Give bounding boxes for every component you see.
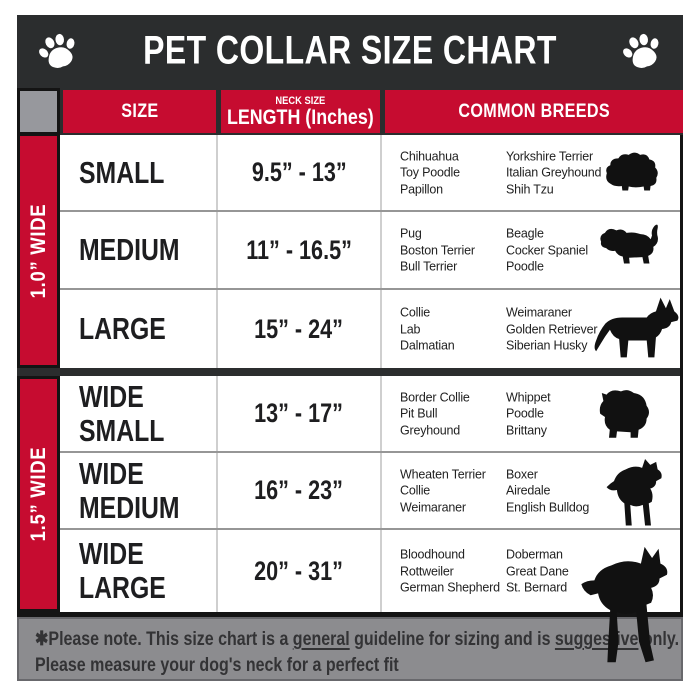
breeds-list: Bloodhound Rottweiler German Shepherd bbox=[400, 547, 500, 595]
neck-size-cell: 13” - 17” bbox=[218, 376, 382, 451]
breeds-list: Yorkshire Terrier Italian Greyhound Shih… bbox=[506, 148, 602, 196]
standing-pit-bull-silhouette-icon bbox=[606, 458, 662, 526]
size-cell: WIDE LARGE bbox=[60, 530, 218, 612]
size-value: LARGE bbox=[79, 311, 166, 346]
neck-size-cell: 9.5” - 13” bbox=[218, 135, 382, 210]
neck-size-value: 20” - 31” bbox=[254, 555, 344, 586]
column-header-size: SIZE bbox=[63, 90, 216, 133]
size-value: WIDE SMALL bbox=[79, 378, 165, 448]
pit-bull-silhouette-icon bbox=[599, 390, 649, 438]
breeds-cell: Wheaten Terrier Collie Weimaraner Boxer … bbox=[382, 453, 681, 528]
size-cell: WIDE MEDIUM bbox=[60, 453, 218, 528]
breeds-cell: Bloodhound Rottweiler German Shepherd Do… bbox=[382, 530, 681, 612]
neck-size-value: 16” - 23” bbox=[254, 475, 344, 505]
neck-size-cell: 15” - 24” bbox=[218, 290, 382, 368]
neck-size-cell: 20” - 31” bbox=[218, 530, 382, 612]
section-label: 1.0” WIDE bbox=[26, 203, 50, 298]
column-header-size-label: SIZE bbox=[120, 100, 159, 122]
table-row-large: LARGE 15” - 24” Collie Lab Dalmatian Wei… bbox=[60, 290, 681, 368]
table-row-small: SMALL 9.5” - 13” Chihuahua Toy Poodle Pa… bbox=[60, 135, 681, 212]
beagle-puppy-silhouette-icon bbox=[600, 224, 658, 264]
footer-note: ✱Please note. This size chart is a gener… bbox=[17, 617, 683, 681]
column-header-neck-size: NECK SIZE LENGTH (Inches) bbox=[221, 90, 380, 133]
breeds-list: Doberman Great Dane St. Bernard bbox=[506, 547, 569, 595]
chart-title-bar: PET COLLAR SIZE CHART bbox=[17, 15, 683, 88]
page-title: PET COLLAR SIZE CHART bbox=[143, 28, 557, 73]
shih-tzu-silhouette-icon bbox=[606, 152, 658, 191]
size-cell: WIDE SMALL bbox=[60, 376, 218, 451]
header-corner-cell bbox=[17, 88, 60, 135]
size-cell: SMALL bbox=[60, 135, 218, 210]
paw-print-icon bbox=[623, 33, 659, 68]
size-cell: MEDIUM bbox=[60, 212, 218, 288]
section-divider bbox=[17, 368, 683, 376]
neck-size-cell: 16” - 23” bbox=[218, 453, 382, 528]
neck-size-value: 13” - 17” bbox=[254, 398, 344, 428]
neck-size-value: 9.5” - 13” bbox=[251, 157, 347, 187]
paw-print-icon bbox=[39, 33, 75, 68]
note-segment: guideline for sizing and is bbox=[349, 628, 555, 650]
section-label: 1.5” WIDE bbox=[26, 446, 50, 542]
breeds-cell: Collie Lab Dalmatian Weimaraner Golden R… bbox=[382, 290, 681, 368]
table-right-border bbox=[680, 135, 683, 612]
size-cell: LARGE bbox=[60, 290, 218, 368]
breeds-cell: Border Collie Pit Bull Greyhound Whippet… bbox=[382, 376, 681, 451]
size-value: SMALL bbox=[79, 154, 165, 190]
breeds-cell: Pug Boston Terrier Bull Terrier Beagle C… bbox=[382, 212, 681, 288]
size-value: MEDIUM bbox=[79, 232, 180, 267]
footer-note-text: ✱Please note. This size chart is a gener… bbox=[35, 626, 691, 678]
table-row-wide-large: WIDE LARGE 20” - 31” Bloodhound Rottweil… bbox=[60, 530, 681, 612]
breeds-list: Border Collie Pit Bull Greyhound bbox=[400, 389, 470, 437]
breeds-cell: Chihuahua Toy Poodle Papillon Yorkshire … bbox=[382, 135, 681, 210]
neck-size-cell: 11” - 16.5” bbox=[218, 212, 382, 288]
column-header-common-breeds: COMMON BREEDS bbox=[385, 90, 683, 133]
note-segment: ✱Please note. This size chart is a bbox=[35, 628, 293, 650]
table-row-wide-small: WIDE SMALL 13” - 17” Border Collie Pit B… bbox=[60, 376, 681, 453]
breeds-list: Pug Boston Terrier Bull Terrier bbox=[400, 226, 475, 274]
breeds-list: Weimaraner Golden Retriever Siberian Hus… bbox=[506, 305, 598, 353]
breeds-list: Collie Lab Dalmatian bbox=[400, 305, 455, 353]
breeds-list: Beagle Cocker Spaniel Poodle bbox=[506, 226, 588, 274]
german-shepherd-silhouette-icon bbox=[594, 297, 679, 358]
neck-size-label: NECK SIZE bbox=[275, 95, 326, 107]
size-value: WIDE MEDIUM bbox=[79, 455, 180, 525]
section-band-1point5-inch-wide: 1.5” WIDE bbox=[17, 376, 60, 612]
size-value: WIDE LARGE bbox=[79, 536, 166, 605]
neck-size-value: 11” - 16.5” bbox=[246, 234, 352, 265]
table-row-medium: MEDIUM 11” - 16.5” Pug Boston Terrier Bu… bbox=[60, 212, 681, 290]
doberman-silhouette-icon bbox=[581, 546, 668, 663]
note-underlined-word: general bbox=[292, 628, 350, 650]
length-inches-label: LENGTH (Inches) bbox=[227, 106, 374, 129]
note-segment: only. bbox=[638, 628, 680, 650]
breeds-list: Whippet Poodle Brittany bbox=[506, 389, 551, 437]
breeds-list: Wheaten Terrier Collie Weimaraner bbox=[400, 466, 486, 514]
breeds-list: Boxer Airedale English Bulldog bbox=[506, 466, 590, 514]
table-row-wide-medium: WIDE MEDIUM 16” - 23” Wheaten Terrier Co… bbox=[60, 453, 681, 530]
note-line2: Please measure your dog's neck for a per… bbox=[35, 654, 399, 676]
section-band-1-inch-wide: 1.0” WIDE bbox=[17, 133, 60, 368]
neck-size-value: 15” - 24” bbox=[254, 313, 344, 344]
breeds-list: Chihuahua Toy Poodle Papillon bbox=[400, 148, 460, 196]
common-breeds-label: COMMON BREEDS bbox=[458, 100, 610, 122]
table-bottom-border bbox=[17, 612, 683, 617]
